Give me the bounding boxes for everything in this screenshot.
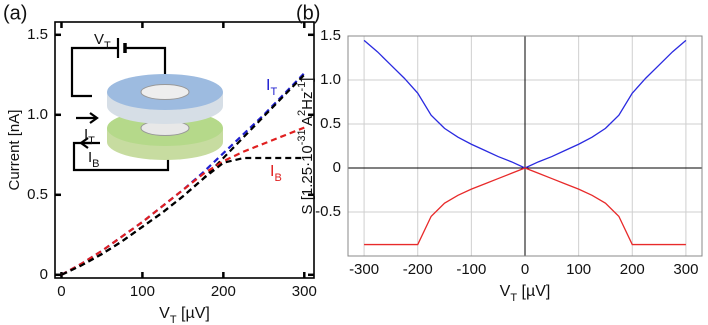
series-line [60,126,305,276]
y-tick-label: 0.5 [27,186,48,203]
inset-label-part: T [104,40,111,52]
x-axis-label: VT [µV] [500,283,551,304]
x-tick-label: 200 [211,283,236,300]
x-axis-label: VT [µV] [159,305,210,325]
wire-top [70,46,117,98]
inset-label-part: B [92,158,99,170]
inset-diagram [70,38,223,172]
y-tick-label: 1.5 [27,26,48,43]
arrow-top-head [89,112,99,124]
series-label-part: I [266,77,270,94]
x-tick-label: -200 [403,261,433,278]
inset-label: VT [94,31,111,52]
y-axis-label-part: Hz [299,92,316,110]
ring-top-hole [140,84,190,100]
y-tick-label: 1.0 [320,71,341,88]
series-label: IB [270,163,282,184]
x-axis-label-part: T [510,292,517,304]
y-axis-label-part: ] [299,78,316,82]
y-tick-label: 1.0 [27,106,48,123]
x-tick-label: 0 [57,283,65,300]
x-tick-label: 100 [130,283,155,300]
ring-top [107,74,223,124]
y-axis-label-part: A [299,116,316,129]
series-line [61,156,305,276]
x-axis-label-part: V [500,283,511,300]
y-tick-label: 1.5 [320,27,341,44]
y-axis-label: S [1.25·10-31 A2Hz-1] [296,78,316,215]
inset-wires [70,38,170,172]
y-tick-label: 0 [333,159,341,176]
x-tick-label: 200 [620,261,645,278]
arrow-bottom-head [79,137,89,149]
series-label-part: T [270,86,277,98]
wire-battery [126,46,167,82]
y-axis-label-part: -31 [296,129,308,145]
x-tick-label: -300 [349,261,379,278]
x-tick-label: 100 [566,261,591,278]
y-axis-label-part: S [1.25·10 [299,145,316,214]
inset-label-part: T [88,135,95,147]
series-label: IT [266,77,277,98]
y-tick-label: -0.5 [315,203,341,220]
inset-label-part: V [94,31,104,48]
inset-label-part: I [84,126,88,143]
y-axis-label: Current [nA] [6,110,23,191]
inset-label: IT [84,126,95,147]
plot-frame [54,21,315,279]
x-axis-label-part: V [159,305,170,322]
y-axis-label-part: 2 [296,110,308,116]
panel-label: (b) [296,2,320,24]
x-tick-label: 0 [521,261,529,278]
series-line [364,167,686,246]
y-tick-label: 0 [40,266,48,283]
series-label-part: B [274,172,281,184]
inset-label-part: I [88,149,92,166]
x-tick-label: -100 [456,261,486,278]
x-axis-label-part: [µV] [517,283,550,300]
plot-frame [347,35,703,257]
x-tick-label: 300 [673,261,698,278]
y-tick-label: 0.5 [320,115,341,132]
panel-label: (a) [3,2,27,24]
series-label-part: I [270,163,274,180]
x-tick-label: 300 [292,283,317,300]
y-axis-label-part: -1 [296,82,308,92]
inset-label: IB [88,149,100,170]
x-axis-label-part: [µV] [177,305,210,322]
x-axis-label-part: T [170,314,177,325]
